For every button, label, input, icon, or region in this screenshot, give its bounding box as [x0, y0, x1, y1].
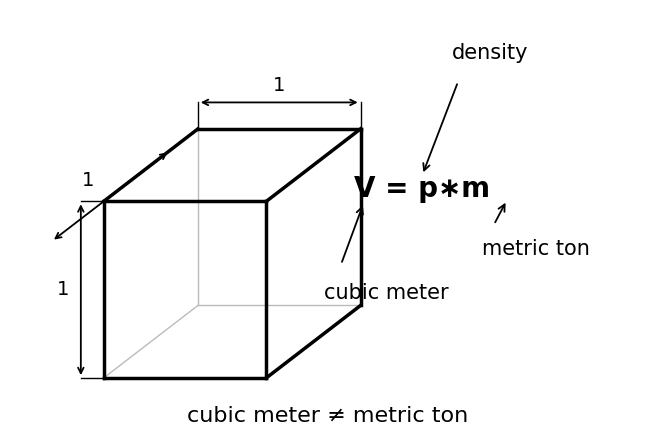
Text: 1: 1 — [57, 280, 69, 299]
Text: 1: 1 — [82, 171, 94, 190]
Text: cubic meter: cubic meter — [324, 283, 449, 303]
Text: metric ton: metric ton — [482, 239, 590, 259]
Text: density: density — [453, 43, 529, 63]
Text: V = p∗m: V = p∗m — [354, 175, 490, 203]
Text: cubic meter ≠ metric ton: cubic meter ≠ metric ton — [188, 406, 468, 426]
Text: 1: 1 — [273, 76, 285, 95]
